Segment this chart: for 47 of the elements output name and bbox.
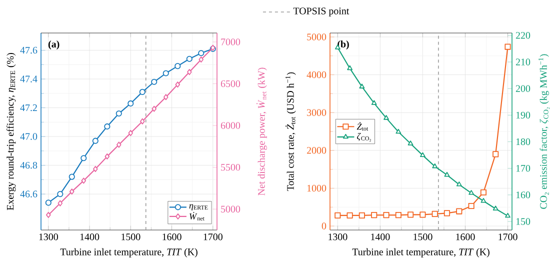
x-tick-label: 1600 [162, 234, 182, 240]
legend-label: TOPSIS point [293, 8, 350, 16]
x-tick-label: 1700 [498, 234, 518, 240]
x-tick-label: 1300 [39, 234, 58, 240]
y-tick-label: 4000 [306, 71, 326, 78]
y-tick-label: 47.0 [20, 133, 38, 140]
y-axis-title: Exergy round-trip efficiency, η$_{ERTE}$ (%) [6, 53, 16, 210]
y-tick-label: 47.6 [20, 46, 38, 54]
x-tick-label: 1500 [414, 234, 432, 240]
y-tick-label: 47.4 [20, 76, 38, 82]
y-tick-label: 0 [322, 222, 326, 230]
y2-tick-label: 180 [516, 138, 530, 146]
legend-label: η$_{ERTE}$ [189, 204, 208, 210]
legend-label: ζ$_{CO₂}$ [357, 133, 371, 142]
y-tick-label: 3000 [307, 109, 326, 116]
y2-tick-label: 170 [516, 164, 530, 172]
y2-tick-label: 5000 [221, 206, 240, 212]
y-axis-title: Total cost rate, Ż$_{tot}$ (USD h$^{−1}$) [286, 72, 296, 191]
y2-tick-label: 190 [516, 112, 530, 119]
legend-label: Ż$_{tot}$ [356, 122, 368, 131]
x-axis-title: Turbine inlet temperature, TIT (K) [352, 248, 490, 258]
y2-tick-label: 5500 [221, 164, 240, 171]
x-tick-label: 1400 [371, 234, 390, 240]
y-tick-label: 46.6 [20, 190, 38, 198]
text: (a) [48, 40, 60, 50]
y2-axis-title: Net discharge power, Ẇ$_{net}$ (kW) [256, 68, 267, 196]
y-tick-label: 47.2 [20, 104, 37, 112]
x-axis-title: Turbine inlet temperature, TIT (K) [60, 248, 198, 258]
x-tick-label: 1300 [328, 234, 348, 240]
y2-tick-label: 7000 [221, 38, 240, 46]
x-tick-label: 1500 [122, 234, 140, 240]
y-tick-label: 1000 [307, 184, 326, 192]
y2-tick-label: 210 [516, 58, 530, 66]
y2-tick-label: 6000 [220, 122, 240, 129]
x-tick-label: 1700 [204, 234, 222, 240]
y-tick-label: 5000 [307, 34, 326, 40]
x-tick-label: 1600 [456, 234, 475, 240]
legend-label: Ẇ$_{net}$ [190, 212, 204, 220]
y2-tick-label: 6500 [220, 80, 240, 88]
y2-tick-label: 200 [516, 85, 530, 92]
y2-tick-label: 220 [516, 32, 530, 39]
y2-axis-title: CO₂ emission factor, ζ$_{CO₂}$ (kg MWh$^{−1}$) [538, 54, 550, 209]
y2-tick-label: 150 [516, 218, 530, 225]
x-tick-label: 1400 [80, 234, 100, 240]
y-tick-label: 2000 [306, 147, 326, 154]
y-tick-label: 46.8 [20, 162, 38, 169]
y2-tick-label: 160 [516, 192, 530, 198]
